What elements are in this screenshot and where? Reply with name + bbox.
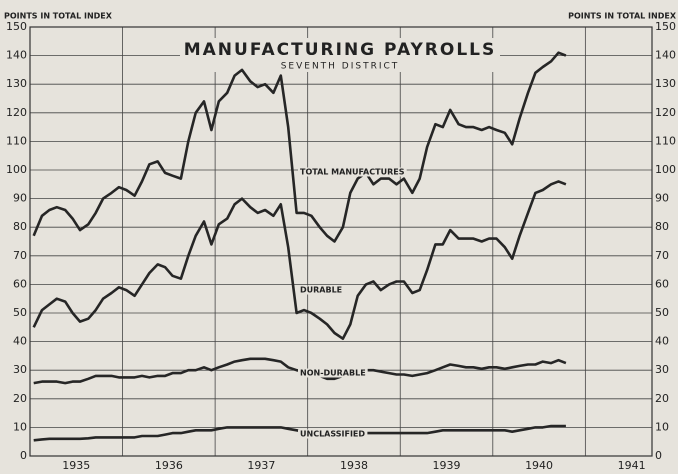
y2-tick-label: 20 xyxy=(655,392,669,405)
y2-axis-title: POINTS IN TOTAL INDEX xyxy=(568,12,677,21)
y2-tick-label: 30 xyxy=(655,363,669,376)
y-tick-label: 120 xyxy=(6,106,27,119)
y-tick-label: 50 xyxy=(13,306,27,319)
y2-tick-label: 80 xyxy=(655,220,669,233)
series-line xyxy=(32,51,567,243)
y-tick-label: 20 xyxy=(13,392,27,405)
axis-frame xyxy=(29,26,653,457)
series-label: DURABLE xyxy=(300,286,342,295)
label-backdrop xyxy=(298,167,407,177)
y2-tick-label: 130 xyxy=(655,77,676,90)
y-axis-title: POINTS IN TOTAL INDEX xyxy=(4,12,113,21)
y2-tick-label: 100 xyxy=(655,163,676,176)
y2-tick-label: 90 xyxy=(655,192,669,205)
y2-tick-label: 50 xyxy=(655,306,669,319)
series-label: TOTAL MANUFACTURES xyxy=(300,168,405,177)
y2-tick-label: 110 xyxy=(655,134,676,147)
x-tick-label: 1941 xyxy=(618,459,646,472)
y-tick-label: 60 xyxy=(13,277,27,290)
y2-tick-label: 40 xyxy=(655,335,669,348)
label-backdrop xyxy=(298,285,345,295)
chart-subtitle: SEVENTH DISTRICT xyxy=(281,62,400,72)
x-tick-label: 1937 xyxy=(247,459,275,472)
y-tick-label: 40 xyxy=(13,335,27,348)
series-label: NON-DURABLE xyxy=(300,369,366,378)
label-backdrop xyxy=(298,368,368,378)
y-tick-label: 10 xyxy=(13,420,27,433)
x-tick-label: 1940 xyxy=(525,459,553,472)
title-backdrop xyxy=(180,38,500,72)
x-tick-label: 1939 xyxy=(433,459,461,472)
label-backdrop xyxy=(298,429,368,439)
y2-tick-label: 120 xyxy=(655,106,676,119)
y-tick-label: 0 xyxy=(20,449,27,462)
y-tick-label: 150 xyxy=(6,20,27,33)
y-tick-label: 100 xyxy=(6,163,27,176)
y2-tick-label: 10 xyxy=(655,420,669,433)
y-tick-label: 130 xyxy=(6,77,27,90)
x-tick-label: 1935 xyxy=(62,459,90,472)
y-tick-label: 110 xyxy=(6,134,27,147)
chart-title: MANUFACTURING PAYROLLS xyxy=(184,40,497,60)
y-tick-label: 30 xyxy=(13,363,27,376)
y-tick-label: 70 xyxy=(13,249,27,262)
y2-tick-label: 70 xyxy=(655,249,669,262)
x-tick-label: 1938 xyxy=(340,459,368,472)
x-tick-label: 1936 xyxy=(155,459,183,472)
y-tick-label: 140 xyxy=(6,49,27,62)
y-tick-label: 90 xyxy=(13,192,27,205)
y2-tick-label: 140 xyxy=(655,49,676,62)
y-tick-label: 80 xyxy=(13,220,27,233)
y2-tick-label: 0 xyxy=(655,449,662,462)
series-line xyxy=(32,180,567,340)
series-label: UNCLASSIFIED xyxy=(300,430,365,439)
y2-tick-label: 150 xyxy=(655,20,676,33)
y2-tick-label: 60 xyxy=(655,277,669,290)
